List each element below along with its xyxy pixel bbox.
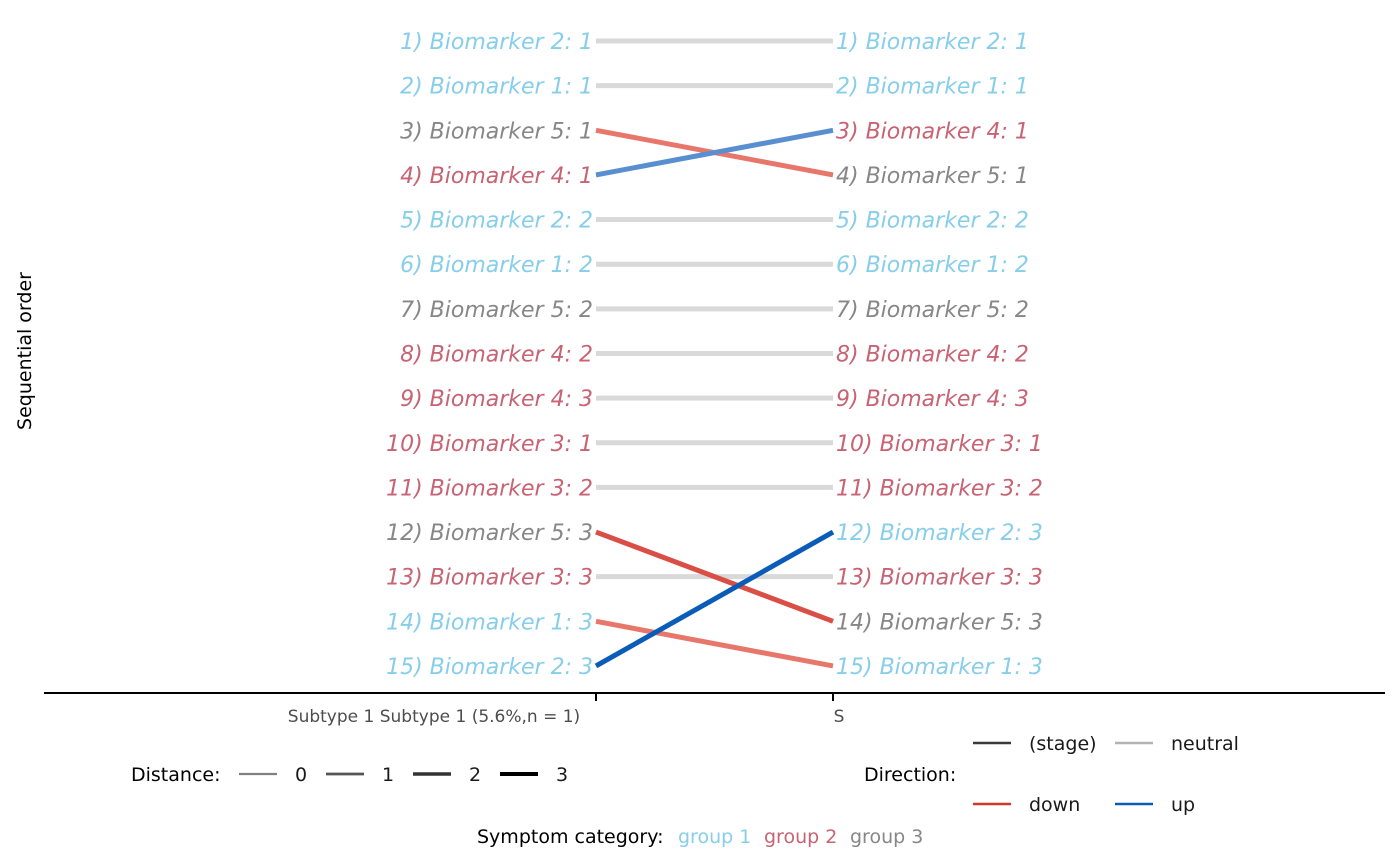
direction-legend-keys: (stage) neutral down up <box>973 733 1239 816</box>
label-layer: 1) Biomarker 2: 1 2) Biomarker 1: 1 3) Bio… <box>386 30 1043 680</box>
x-axis: Subtype 1 Subtype 1 (5.6%,n = 1) S <box>44 692 1385 727</box>
left-stage-label: 9) Biomarker 4: 3 <box>400 387 593 412</box>
distance-legend-keys: 0 1 2 3 <box>239 764 568 786</box>
right-stage-label: 15) Biomarker 1: 3 <box>836 655 1043 680</box>
connector-line-up <box>594 529 835 669</box>
legend-label-direction: down <box>1029 794 1080 816</box>
left-stage-label: 7) Biomarker 5: 2 <box>400 298 593 323</box>
legend-label-category: group 2 <box>764 826 837 848</box>
legend-label-direction: up <box>1171 794 1195 816</box>
connector-line-down <box>595 618 834 669</box>
legend-label-distance: 2 <box>469 764 481 786</box>
right-stage-label: 8) Biomarker 4: 2 <box>836 342 1029 367</box>
legend-label-category: group 1 <box>678 826 751 848</box>
right-stage-label: 2) Biomarker 1: 1 <box>836 75 1029 100</box>
x-tick-label: S <box>834 707 845 727</box>
legend-label-direction: neutral <box>1171 733 1239 755</box>
left-stage-label: 2) Biomarker 1: 1 <box>400 75 593 100</box>
left-stage-label: 8) Biomarker 4: 2 <box>400 342 593 367</box>
category-legend-title: Symptom category: <box>477 826 663 848</box>
legend-label-category: group 3 <box>850 826 923 848</box>
left-stage-label: 4) Biomarker 4: 1 <box>400 164 593 189</box>
left-stage-label: 15) Biomarker 2: 3 <box>386 655 593 680</box>
right-stage-label: 1) Biomarker 2: 1 <box>836 30 1029 55</box>
left-stage-label: 14) Biomarker 1: 3 <box>386 610 593 635</box>
right-stage-label: 13) Biomarker 3: 3 <box>836 566 1043 591</box>
right-stage-label: 3) Biomarker 4: 1 <box>836 119 1029 144</box>
right-stage-label: 12) Biomarker 2: 3 <box>836 521 1043 546</box>
legend-label-direction: (stage) <box>1029 733 1097 755</box>
right-stage-label: 7) Biomarker 5: 2 <box>836 298 1029 323</box>
legend: Distance: 0 1 2 3 Direction: (stage) neutral… <box>131 733 1239 848</box>
right-stage-label: 6) Biomarker 1: 2 <box>836 253 1029 278</box>
legend-label-distance: 1 <box>382 764 394 786</box>
left-stage-label: 13) Biomarker 3: 3 <box>386 566 593 591</box>
direction-legend-title: Direction: <box>864 764 956 786</box>
right-stage-label: 9) Biomarker 4: 3 <box>836 387 1029 412</box>
left-stage-label: 1) Biomarker 2: 1 <box>400 30 593 55</box>
right-stage-label: 14) Biomarker 5: 3 <box>836 610 1043 635</box>
right-stage-label: 10) Biomarker 3: 1 <box>836 432 1043 457</box>
left-stage-label: 11) Biomarker 3: 2 <box>386 476 593 501</box>
legend-label-distance: 0 <box>295 764 307 786</box>
legend-label-distance: 3 <box>556 764 568 786</box>
y-axis-title: Sequential order <box>14 272 36 430</box>
right-stage-label: 4) Biomarker 5: 1 <box>836 164 1029 189</box>
connector-line-down <box>595 529 834 624</box>
left-stage-label: 3) Biomarker 5: 1 <box>400 119 593 144</box>
left-stage-label: 6) Biomarker 1: 2 <box>400 253 593 278</box>
connector-layer <box>594 38 835 669</box>
left-stage-label: 10) Biomarker 3: 1 <box>386 432 593 457</box>
right-stage-label: 5) Biomarker 2: 2 <box>836 209 1029 234</box>
left-stage-label: 5) Biomarker 2: 2 <box>400 209 593 234</box>
distance-legend-title: Distance: <box>131 764 220 786</box>
category-legend-keys: group 1 group 2 group 3 <box>678 826 923 848</box>
right-stage-label: 11) Biomarker 3: 2 <box>836 476 1043 501</box>
connector-line-up <box>595 127 834 178</box>
x-tick-label: Subtype 1 Subtype 1 (5.6%,n = 1) <box>288 707 580 727</box>
left-stage-label: 12) Biomarker 5: 3 <box>386 521 593 546</box>
